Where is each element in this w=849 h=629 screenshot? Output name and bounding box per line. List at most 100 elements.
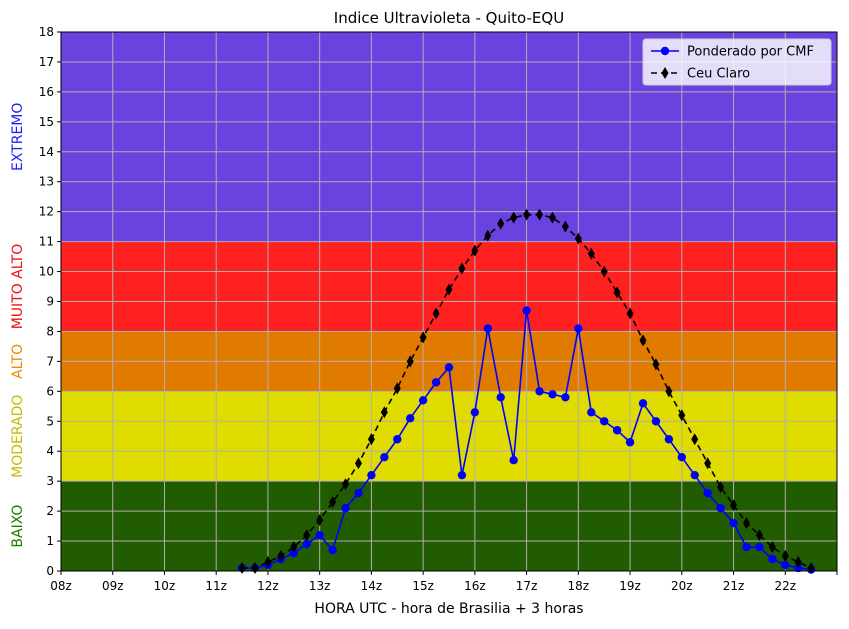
- data-point: [574, 232, 582, 245]
- y-tick-label: 4: [46, 444, 54, 458]
- data-point: [612, 426, 622, 435]
- data-point: [678, 409, 686, 422]
- data-point: [328, 545, 337, 555]
- grid: [60, 31, 838, 572]
- data-point: [665, 385, 673, 398]
- legend-entry-label: Ceu Claro: [687, 67, 750, 82]
- x-axis-label: HORA UTC - hora de Brasilia + 3 horas: [314, 601, 583, 617]
- y-tick-label: 12: [39, 205, 54, 219]
- y-tick-label: 18: [39, 25, 54, 39]
- data-point: [418, 396, 428, 405]
- legend: Ponderado por CMF Ceu Claro: [642, 38, 832, 86]
- data-point: [742, 517, 750, 530]
- data-point: [729, 518, 738, 528]
- band-label-alto: ALTO: [10, 344, 26, 379]
- data-point: [509, 456, 518, 465]
- data-point: [600, 265, 608, 278]
- x-tick-label: 19z: [619, 579, 641, 593]
- data-point: [342, 478, 350, 491]
- uv-band-moderado: [61, 391, 837, 482]
- series-layer: [237, 208, 816, 575]
- y-tick-label: 5: [46, 414, 54, 428]
- x-tick-label: 15z: [412, 579, 434, 593]
- data-point: [432, 307, 440, 320]
- y-tick-label: 6: [46, 384, 54, 398]
- data-point: [600, 417, 609, 426]
- data-point: [536, 208, 544, 221]
- data-point: [561, 393, 570, 402]
- data-point: [496, 393, 505, 402]
- data-point: [444, 363, 454, 372]
- data-point: [510, 211, 518, 224]
- data-point: [703, 488, 712, 498]
- data-point: [742, 542, 751, 552]
- data-point: [626, 307, 634, 320]
- y-tick-label: 9: [46, 295, 54, 309]
- data-point: [625, 438, 635, 447]
- data-point: [768, 541, 776, 554]
- data-point: [316, 514, 324, 527]
- y-tick-label: 7: [46, 354, 54, 368]
- x-tick-label: 18z: [568, 579, 590, 593]
- data-point: [522, 306, 531, 315]
- data-point: [717, 481, 725, 494]
- data-point: [393, 382, 401, 395]
- band-label-muito-alto: MUITO ALTO: [10, 244, 26, 330]
- x-tick-label: 16z: [464, 579, 486, 593]
- y-tick-label: 8: [46, 324, 54, 338]
- data-point: [523, 208, 531, 221]
- x-tick-label: 11z: [205, 579, 227, 593]
- data-point: [730, 499, 738, 512]
- data-point: [341, 503, 350, 513]
- data-point: [354, 488, 363, 498]
- data-point: [471, 244, 479, 257]
- data-point: [303, 529, 311, 542]
- data-point: [677, 453, 686, 462]
- y-tick-label: 14: [39, 145, 54, 159]
- data-point: [587, 408, 596, 417]
- data-point: [781, 560, 790, 570]
- data-point: [445, 283, 453, 296]
- data-point: [638, 399, 648, 408]
- data-point: [380, 406, 388, 419]
- data-point: [457, 470, 467, 480]
- legend-entry-label: Ponderado por CMF: [687, 45, 814, 60]
- band-label-baixo: BAIXO: [10, 505, 26, 548]
- y-tick-label: 11: [39, 235, 54, 249]
- chart-title: Indice Ultravioleta - Quito-EQU: [334, 9, 564, 27]
- y-tick-label: 13: [39, 175, 54, 189]
- y-tick-label: 15: [39, 115, 54, 129]
- data-point: [768, 554, 777, 564]
- data-point: [755, 542, 764, 552]
- legend-marker: [661, 67, 669, 79]
- legend-box: [642, 38, 832, 86]
- x-tick-label: 22z: [774, 579, 796, 593]
- data-point: [380, 453, 389, 462]
- data-point: [354, 457, 362, 470]
- data-point: [548, 390, 557, 399]
- data-point: [613, 286, 621, 299]
- data-point: [264, 556, 272, 569]
- series-ceu-claro: [238, 208, 815, 575]
- x-tick-label: 21z: [723, 579, 745, 593]
- data-point: [431, 378, 441, 387]
- data-point: [470, 408, 480, 417]
- band-label-moderado: MODERADO: [10, 395, 26, 478]
- data-point: [315, 530, 324, 540]
- x-tick-label: 08z: [50, 579, 72, 593]
- data-point: [587, 247, 595, 260]
- data-point: [664, 435, 674, 444]
- data-point: [302, 539, 311, 549]
- data-point: [781, 550, 789, 563]
- x-tick-label: 10z: [154, 579, 176, 593]
- legend-marker: [660, 46, 670, 56]
- data-point: [290, 541, 298, 554]
- data-point: [574, 324, 583, 333]
- x-axis-ticks: 08z 09z 10z 11z 12z 13z 14z 15z 16z 17z 18z 19z 20z 2…: [50, 571, 838, 593]
- data-point: [329, 496, 337, 509]
- data-point: [548, 211, 556, 224]
- band-labels: BAIXO MODERADO ALTO MUITO ALTO EXTREMO: [10, 103, 26, 548]
- data-point: [419, 331, 427, 344]
